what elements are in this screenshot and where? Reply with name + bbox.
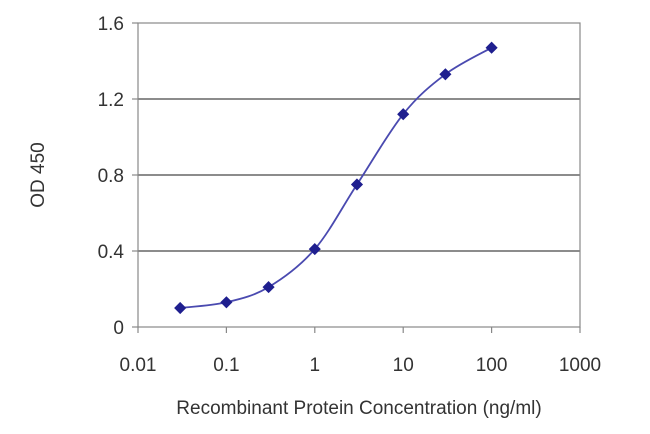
x-axis-ticks: 0.01 0.1 1 10 100 1000	[120, 327, 601, 376]
y-axis-title: OD 450	[28, 142, 49, 207]
x-tick-label: 0.01	[120, 355, 157, 376]
y-tick-label: 0.8	[98, 166, 124, 187]
x-tick-label: 1	[310, 355, 321, 376]
y-axis-ticks: 0 0.4 0.8 1.2 1.6	[98, 14, 138, 339]
y-tick-label: 1.2	[98, 90, 124, 111]
y-tick-label: 0.4	[98, 242, 125, 263]
data-point	[262, 281, 275, 294]
data-point	[350, 178, 364, 191]
x-tick-label: 100	[476, 355, 508, 376]
x-tick-label: 1000	[559, 355, 601, 376]
data-point	[308, 243, 321, 256]
grid-lines	[138, 98, 580, 252]
data-point	[174, 301, 187, 315]
y-tick-label: 0	[113, 318, 124, 339]
data-point	[439, 68, 452, 81]
series	[174, 41, 498, 315]
series-line	[180, 46, 493, 309]
data-point	[397, 108, 410, 121]
x-axis-title: Recombinant Protein Concentration (ng/ml…	[176, 398, 541, 419]
x-tick-label: 10	[393, 355, 414, 376]
y-tick-label: 1.6	[98, 14, 124, 35]
x-tick-label: 0.1	[213, 355, 239, 376]
data-point	[485, 41, 498, 54]
data-point	[220, 296, 233, 309]
